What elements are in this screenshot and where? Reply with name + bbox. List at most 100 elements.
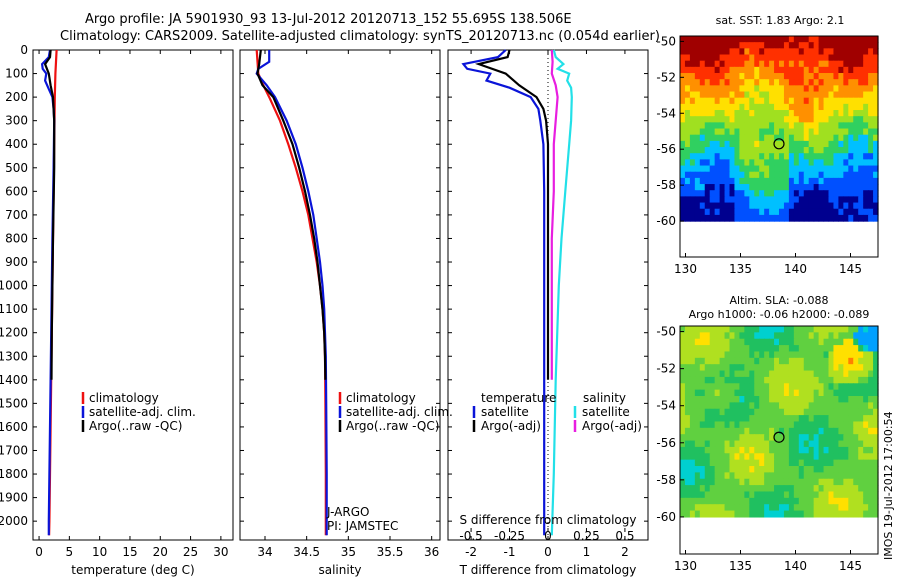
sla_map-cell [783,497,790,505]
sst_map-cell [858,153,864,160]
sst_map-cell [689,165,696,173]
sst_map-cell [783,134,790,142]
temperature-ytick-label: 600 [5,184,28,198]
sst-map-title: sat. SST: 1.83 Argo: 2.1 [716,14,845,27]
sla_map-cell [684,427,691,435]
sla_map-cell [709,326,716,333]
sst_map-cell [759,36,765,43]
sla_map-cell [744,370,750,378]
sla_map-cell [724,510,731,518]
sla_map-cell [689,389,696,397]
sst_map-cell [868,208,874,216]
sst_map-cell [714,159,721,167]
sst_map-cell [863,73,869,80]
sla_map-cell [868,421,874,429]
sla_map-cell [759,415,765,423]
sst_map-cell [808,60,815,68]
sla_map-cell [808,504,815,512]
sst_map-cell [798,171,805,179]
sla_map-cell [729,466,736,473]
sst_map-cell [764,85,770,93]
sst_map-cell [798,153,805,160]
sst_map-cell [724,140,731,148]
sla_map-cell [798,472,805,480]
sla_map-cell [714,453,721,461]
sla_map-cell [783,472,790,480]
sla_map-cell [788,497,795,505]
sst_map-cell [680,103,686,111]
sst_map-cell [684,214,691,222]
sst_map-cell [863,208,869,216]
sst_map-cell [769,190,775,197]
sla_map-cell [699,504,706,512]
sst_map-cell [813,42,820,49]
sla_map-cell [779,396,785,403]
sla_map-cell [843,446,849,454]
sla_map-cell [699,453,706,461]
sst_map-cell [843,177,849,185]
sst_map-cell [689,91,696,99]
sla_map-cell [774,485,780,493]
sst_map-cell [813,103,820,111]
sst_map-cell [863,97,869,105]
sst_map-cell [704,116,711,123]
sla_map-cell [813,370,820,378]
sla_map-cell [848,396,854,403]
sla_map-cell [858,383,864,391]
sla_map-cell [798,357,805,365]
sla_map-cell [759,326,765,333]
sst_map-cell [729,42,736,49]
sla_map-cell [863,478,869,486]
sla_map-cell [709,485,716,493]
sla_map-cell [724,427,731,435]
sla_map-cell [873,396,879,403]
sla_map-cell [689,364,696,372]
sst_map-cell [774,208,780,216]
sst_map-cell [783,147,790,154]
sst_map-cell [744,208,750,216]
sst_map-cell [724,85,731,93]
sla_map-cell [858,345,864,353]
sla_map-cell [823,345,830,353]
sla_map-cell [694,497,701,505]
sla_map-cell [714,383,721,391]
sst_map-cell [684,159,691,167]
sst_map-cell [779,60,785,68]
sst_map-cell [689,79,696,86]
sst_map-cell [783,122,790,130]
sla_map-cell [744,510,750,518]
sst_map-cell [769,116,775,123]
sla_map-cell [808,396,815,403]
sla_map-cell [714,434,721,442]
sla_map-cell [813,434,820,442]
sla_map-cell [828,415,835,423]
sla_map-cell [863,345,869,353]
sla_map-cell [873,472,879,480]
sst_map-cell [853,214,859,222]
sla_map-cell [788,434,795,442]
sst_map-cell [764,103,770,111]
sst_map-cell [684,184,691,191]
sst_map-cell [729,159,736,167]
sst_map-cell [689,42,696,49]
sla_map-cell [709,453,716,461]
sst_map-cell [828,54,835,62]
sst_map-cell [813,85,820,93]
sst_map-cell [798,196,805,204]
sla_map-cell [803,415,810,423]
sst_map-cell [759,177,765,185]
sst_map-cell [684,97,691,105]
sla_map-cell [823,402,830,410]
sla_map-cell [838,466,844,473]
sst_map-cell [704,97,711,105]
sst_map-cell [754,184,760,191]
sla_map-cell [783,440,790,448]
sla_map-cell [823,446,830,454]
sst_map-cell [833,48,839,56]
sst_map-cell [793,171,800,179]
sst_map-cell [843,165,849,173]
salinity-legend-item: satellite-adj. clim. [346,405,453,419]
sst_map-cell [744,196,750,204]
sla_map-cell [699,408,706,416]
sst_map-cell [873,91,879,99]
